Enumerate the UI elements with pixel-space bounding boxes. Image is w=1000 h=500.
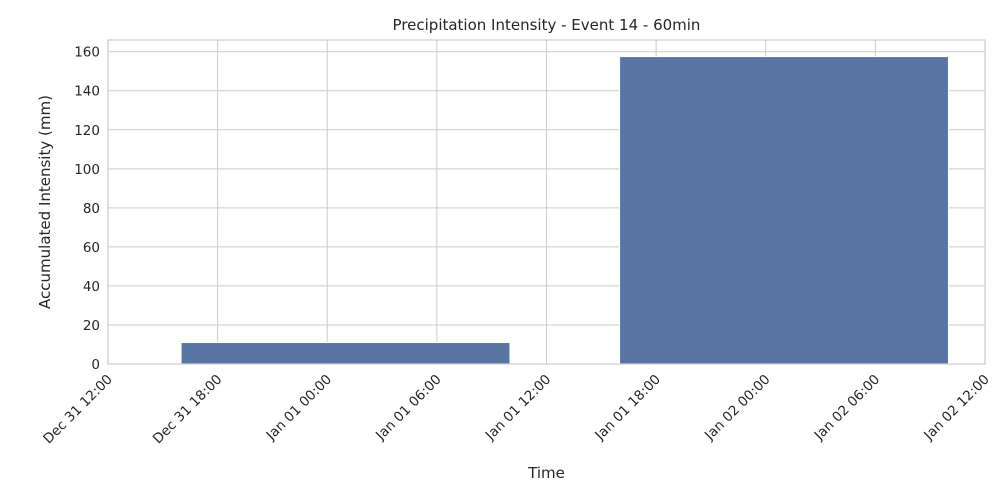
x-tick-label: Jan 02 06:00	[811, 372, 883, 444]
x-tick-label: Dec 31 12:00	[40, 372, 116, 448]
bar	[619, 56, 949, 365]
y-axis-label: Accumulated Intensity (mm)	[36, 95, 54, 309]
y-tick-label: 160	[74, 45, 100, 61]
plot-frame	[107, 39, 986, 365]
x-axis-label: Time	[527, 464, 565, 482]
y-tick-label: 20	[83, 318, 100, 334]
x-tick-label: Dec 31 18:00	[150, 372, 226, 448]
chart-title: Precipitation Intensity - Event 14 - 60m…	[393, 16, 701, 34]
y-tick-label: 120	[74, 123, 100, 139]
bars	[180, 56, 949, 365]
y-tick-label: 80	[83, 201, 100, 217]
y-tick-labels: 0 20 40 60 80 100 120 140 160	[74, 45, 100, 373]
x-tick-label: Jan 02 00:00	[701, 372, 773, 444]
x-tick-label: Jan 01 06:00	[372, 372, 444, 444]
x-tick-labels: Dec 31 12:00 Dec 31 18:00 Jan 01 00:00 Jan …	[40, 372, 993, 448]
x-tick-label: Jan 01 00:00	[263, 372, 335, 444]
y-tick-label: 0	[91, 357, 100, 373]
x-tick-label: Jan 01 12:00	[482, 372, 554, 444]
y-tick-label: 40	[83, 279, 100, 295]
y-tick-label: 60	[83, 240, 100, 256]
x-tick-label: Jan 02 12:00	[920, 372, 992, 444]
x-tick-label: Jan 01 18:00	[591, 372, 663, 444]
y-tick-label: 140	[74, 84, 100, 100]
y-tick-label: 100	[74, 162, 100, 178]
bar	[180, 342, 511, 365]
